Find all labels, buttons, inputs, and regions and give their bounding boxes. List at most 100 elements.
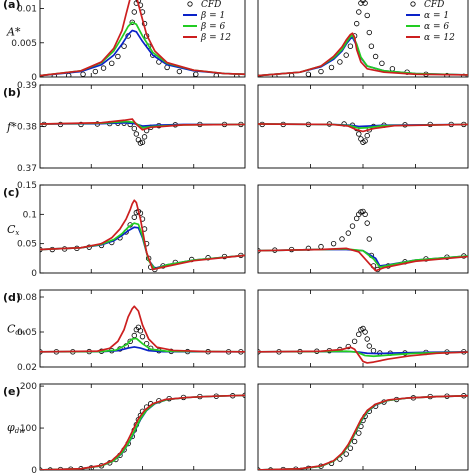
cfd-marker <box>80 71 86 77</box>
cfd-marker <box>366 236 372 242</box>
y-tick-label: 0.15 <box>17 181 37 191</box>
y-tick-label: 0.08 <box>17 293 37 303</box>
cfd-marker <box>362 329 368 335</box>
cfd-marker <box>356 9 362 15</box>
series-line <box>258 36 468 77</box>
series-line <box>40 0 245 77</box>
y-tick-label: 0.02 <box>17 363 37 373</box>
plot-area <box>258 208 468 273</box>
cfd-marker <box>389 66 396 72</box>
legend-label: CFD <box>201 0 221 10</box>
panel-label: (d) <box>3 291 21 304</box>
cfd-marker <box>131 214 137 220</box>
cfd-marker <box>347 43 354 49</box>
cfd-marker <box>358 209 364 215</box>
cfd-marker <box>345 230 351 236</box>
plot-area <box>40 118 245 146</box>
cfd-marker <box>133 131 140 137</box>
cfd-marker <box>131 9 137 15</box>
cfd-marker <box>379 60 385 67</box>
legend-marker <box>410 1 416 7</box>
axes-frame <box>39 289 246 368</box>
cfd-marker <box>127 338 133 345</box>
y-tick-label: 0.1 <box>23 210 37 220</box>
plot-area <box>258 121 468 145</box>
series-line <box>258 248 468 268</box>
cfd-marker <box>351 438 358 445</box>
series-line <box>40 118 245 131</box>
cfd-marker <box>366 343 372 349</box>
cfd-marker <box>366 29 372 36</box>
series-line <box>40 394 245 470</box>
cfd-marker <box>141 134 148 140</box>
cfd-marker <box>339 236 345 242</box>
cfd-marker <box>364 336 370 342</box>
cfd-marker <box>92 68 99 75</box>
cfd-marker <box>370 347 377 354</box>
plot-area <box>258 0 468 77</box>
cfd-marker <box>444 72 450 77</box>
legend-label: β = 1 <box>200 11 225 21</box>
cfd-marker <box>372 53 379 60</box>
series-line <box>258 32 468 77</box>
series-line <box>40 337 245 353</box>
y-tick-label: 0 <box>31 73 37 83</box>
cfd-marker <box>109 60 115 67</box>
cfd-marker <box>362 0 368 6</box>
y-tick-label: 0.05 <box>17 240 37 250</box>
series-line <box>40 394 245 470</box>
y-tick-label: 0 <box>31 466 37 474</box>
y-tick-label: 0.37 <box>17 164 37 174</box>
panel-label: (b) <box>3 86 21 99</box>
panel-d-right <box>257 289 469 368</box>
cfd-marker <box>258 74 261 77</box>
y-tick-label: 0 <box>31 269 37 279</box>
y-tick-label: 0.39 <box>17 81 37 91</box>
y-axis-label: f* <box>6 121 17 134</box>
y-tick-label: 0.05 <box>17 328 37 338</box>
series-line <box>258 346 468 364</box>
legend-label: β = 6 <box>200 22 225 32</box>
cfd-marker <box>356 430 362 436</box>
plot-area <box>40 392 245 470</box>
series-line <box>40 305 245 353</box>
plot-area <box>258 325 468 364</box>
legend-marker <box>187 1 193 7</box>
cfd-marker <box>267 467 274 470</box>
cfd-marker <box>115 53 121 60</box>
cfd-marker <box>40 74 43 77</box>
panel-label: (c) <box>3 186 20 199</box>
cfd-marker <box>362 138 368 144</box>
plot-area <box>40 0 245 77</box>
cfd-marker <box>330 240 337 247</box>
cfd-marker <box>305 71 312 77</box>
cfd-marker <box>337 59 343 65</box>
cfd-marker <box>318 68 324 75</box>
legend-label: β = 12 <box>200 33 231 43</box>
cfd-marker <box>131 332 137 339</box>
panel-c-right <box>257 184 469 274</box>
series-line <box>258 123 468 133</box>
series-line <box>258 394 468 470</box>
y-axis-label: Cdw <box>7 323 26 337</box>
panel-b-right <box>257 84 469 169</box>
legend-label: CFD <box>424 0 444 10</box>
panel-e-right <box>257 383 469 471</box>
cfd-marker <box>121 43 127 49</box>
series-line <box>40 199 245 271</box>
series-line <box>258 350 468 358</box>
plot-area <box>40 199 245 273</box>
cfd-marker <box>328 64 335 71</box>
cfd-marker <box>349 223 356 229</box>
cfd-marker <box>129 19 135 25</box>
cfd-marker <box>351 338 358 345</box>
cfd-marker <box>139 139 146 145</box>
series-line <box>258 247 468 272</box>
cfd-marker <box>176 68 183 75</box>
cfd-marker <box>364 12 370 19</box>
cfd-marker <box>356 131 362 137</box>
cfd-marker <box>193 71 199 77</box>
